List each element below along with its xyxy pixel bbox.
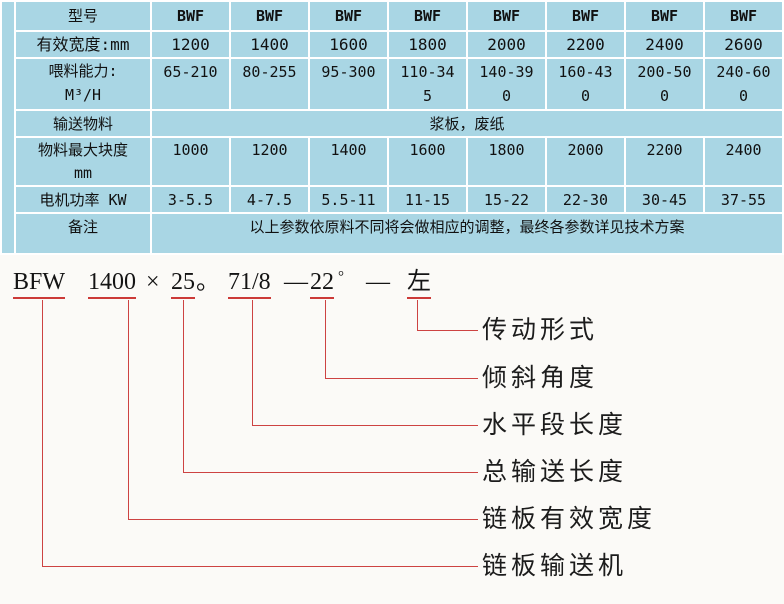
row-label-lump-size: 物料最大块度 mm [16,138,150,185]
row-label-line2: M³/H [64,86,102,104]
callout-line-effective-width [128,519,478,520]
model-segment-horizontal: 71/8 [228,268,271,299]
model-segment-period: 。 [196,269,220,295]
table-row-material: 输送物料 浆板，废纸 [2,111,782,136]
spec-cell: 2400 [705,138,782,185]
spec-cell: 2200 [626,138,703,185]
annotation-conveyor-type: 链板输送机 [482,551,628,580]
callout-line-drive-form [417,300,418,330]
model-segment-dash1: — [284,269,308,295]
callout-line-total-length [183,300,184,472]
annotation-incline-angle: 倾斜角度 [482,363,599,392]
annotation-drive-form: 传动形式 [482,315,599,344]
table-row-model: 型号 BWF BWF BWF BWF BWF BWF BWF BWF [2,2,782,253]
callout-line-conveyor-type [42,566,478,567]
spec-cell: 2200 [547,32,624,57]
spec-cell: 4-7.5 [231,187,308,212]
spec-cell: 110-345 [389,59,466,109]
spec-cell: 11-15 [389,187,466,212]
row-label-width: 有效宽度:mm [16,32,150,57]
row-label-remark: 备注 [16,214,150,253]
callout-line-horizontal-length [252,300,253,425]
spec-cell: 1800 [389,32,466,57]
spec-cell: BWF [468,2,545,30]
table-row-capacity: 喂料能力: M³/H 65-210 80-255 95-300 110-345 1… [2,59,782,109]
spec-cell: 95-300 [310,59,387,109]
spec-cell: 15-22 [468,187,545,212]
annotation-effective-width: 链板有效宽度 [482,504,657,533]
spec-cell-span: 浆板，废纸 [152,111,782,136]
callout-line-horizontal-length [252,425,478,426]
spec-cell: 1600 [310,32,387,57]
spec-cell: 200-500 [626,59,703,109]
callout-line-effective-width [128,300,129,519]
callout-line-drive-form [417,330,478,331]
table-row-lump-size: 物料最大块度 mm 1000 1200 1400 1600 1800 2000 2… [2,138,782,185]
model-segment-width: 1400 [88,268,136,299]
spec-cell: BWF [310,2,387,30]
spec-cell: 5.5-11 [310,187,387,212]
table-row-width: 有效宽度:mm 1200 1400 1600 1800 2000 2200 24… [2,32,782,57]
table-row-motor-power: 电机功率 KW 3-5.5 4-7.5 5.5-11 11-15 15-22 2… [2,187,782,212]
spec-cell: 2000 [468,32,545,57]
spec-cell: 65-210 [152,59,229,109]
spec-cell: 37-55 [705,187,782,212]
callout-line-total-length [183,472,478,473]
model-segment-series: BFW [13,268,66,299]
spec-cell: BWF [547,2,624,30]
spec-cell: 3-5.5 [152,187,229,212]
model-segment-times-sign: × [146,269,160,295]
spec-cell: 140-390 [468,59,545,109]
spec-cell: BWF [626,2,703,30]
spec-cell: 2000 [547,138,624,185]
spec-cell: 1400 [231,32,308,57]
spec-cell: 160-430 [547,59,624,109]
model-segment-dash2: — [366,269,390,295]
row-label-line1: 喂料能力: [48,62,118,80]
callout-line-incline-angle [325,300,326,378]
spec-cell: 30-45 [626,187,703,212]
spec-cell: 1800 [468,138,545,185]
annotation-horizontal-length: 水平段长度 [482,410,628,439]
spec-cell: 1000 [152,138,229,185]
table-row-remark: 备注 以上参数依原料不同将会做相应的调整，最终各参数详见技术方案 [2,214,782,253]
spec-cell: BWF [152,2,229,30]
row-label-model: 型号 [16,2,150,30]
callout-line-conveyor-type [42,300,43,566]
row-label-material: 输送物料 [16,111,150,136]
model-segment-angle: 22 [310,268,334,299]
spec-cell: 240-600 [705,59,782,109]
spec-cell: 22-30 [547,187,624,212]
row-label-line2: mm [73,164,93,182]
row-label-capacity: 喂料能力: M³/H [16,59,150,109]
row-label-motor-power: 电机功率 KW [16,187,150,212]
spec-cell: BWF [231,2,308,30]
spec-cell: BWF [705,2,782,30]
spec-cell: 1600 [389,138,466,185]
model-segment-degree-sign: ° [338,269,344,285]
spec-cell: 80-255 [231,59,308,109]
model-segment-length: 25 [171,268,195,299]
spec-cell: 2600 [705,32,782,57]
row-label-line1: 物料最大块度 [37,141,128,159]
spec-table: 型号 BWF BWF BWF BWF BWF BWF BWF BWF 有效宽度:… [0,0,784,255]
spec-cell: BWF [389,2,466,30]
spec-cell: 1400 [310,138,387,185]
model-segment-drive-side: 左 [407,268,431,299]
annotation-total-length: 总输送长度 [482,457,628,486]
callout-line-incline-angle [325,378,478,379]
spec-cell: 1200 [152,32,229,57]
spec-cell: 2400 [626,32,703,57]
table-edge-strip [2,2,14,253]
spec-cell: 1200 [231,138,308,185]
spec-cell-span: 以上参数依原料不同将会做相应的调整，最终各参数详见技术方案 [152,214,782,253]
